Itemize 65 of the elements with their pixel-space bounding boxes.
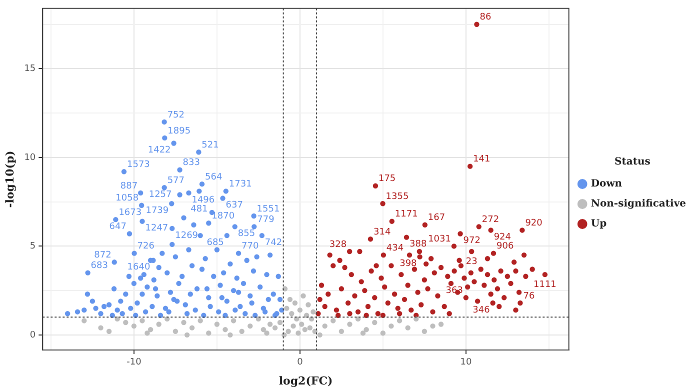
- legend-label: Down: [590, 178, 623, 190]
- annotation: 1171: [394, 210, 418, 220]
- annotation: 167: [428, 213, 446, 224]
- annotation: 564: [205, 172, 222, 182]
- y-tick-label: 0: [30, 330, 36, 340]
- legend-title: Status: [614, 156, 651, 168]
- annotation: 1739: [146, 206, 169, 216]
- annotation: 770: [242, 242, 259, 252]
- annotation: 872: [94, 250, 112, 261]
- annotation: 577: [167, 176, 185, 186]
- annotation: 752: [167, 110, 185, 120]
- annotation: 434: [386, 243, 404, 254]
- annotation: 1111: [533, 280, 556, 290]
- annotation: 1247: [145, 224, 168, 234]
- annotation: 924: [494, 232, 512, 243]
- annotation: 855: [238, 229, 256, 240]
- y-tick-label: 10: [24, 152, 36, 163]
- annotation: 779: [257, 215, 275, 226]
- annotation: 141: [473, 154, 490, 165]
- annotation: 76: [523, 291, 535, 302]
- annotation: 346: [472, 305, 490, 316]
- x-tick-label: 10: [460, 358, 472, 368]
- annotation: 647: [109, 222, 126, 232]
- annotation: 920: [525, 218, 543, 229]
- annotation: 1496: [192, 195, 215, 206]
- annotation: 833: [182, 158, 200, 168]
- annotation: 1269: [175, 230, 198, 241]
- annotation: 1422: [148, 146, 171, 156]
- annotation: 23: [466, 256, 478, 267]
- x-tick-label: 0: [297, 358, 304, 368]
- y-tick-label: 5: [30, 242, 36, 252]
- annotation: 1673: [118, 208, 142, 218]
- y-tick-label: 15: [24, 64, 36, 74]
- annotation: 1031: [428, 234, 451, 245]
- annotation: 972: [463, 236, 480, 246]
- annotation: 1355: [386, 192, 409, 202]
- annotation: 685: [206, 238, 224, 248]
- annotation: 521: [202, 140, 219, 150]
- annotation: 906: [496, 242, 514, 252]
- annotation: 1257: [148, 190, 172, 200]
- annotation: 481: [190, 204, 208, 215]
- annotation: 637: [226, 200, 243, 211]
- annotation: 86: [480, 12, 492, 23]
- annotation: 1573: [126, 160, 150, 170]
- annotation: 175: [378, 174, 396, 184]
- annotation: 1895: [168, 126, 191, 136]
- x-tick-label: -10: [126, 358, 142, 368]
- x-axis-title: log2(FC): [278, 374, 333, 388]
- legend-label: Up: [590, 218, 607, 230]
- annotation: 272: [482, 215, 500, 226]
- annotation: 683: [90, 261, 108, 272]
- annotation: 388: [410, 240, 427, 250]
- legend-label: Non-significative: [590, 198, 686, 210]
- annotation: 1731: [228, 180, 252, 190]
- annotation: 1058: [116, 194, 139, 204]
- annotation: 1551: [256, 204, 280, 214]
- annotation: 314: [373, 227, 391, 238]
- annotation: 398: [400, 259, 418, 270]
- annotation: 328: [329, 240, 347, 250]
- annotation: 726: [137, 242, 155, 252]
- annotation: 1640: [127, 262, 150, 273]
- annotation: 887: [120, 181, 138, 192]
- y-axis-title: -log10(p): [3, 150, 16, 208]
- annotation: 742: [264, 238, 282, 248]
- annotation: 1870: [212, 211, 235, 222]
